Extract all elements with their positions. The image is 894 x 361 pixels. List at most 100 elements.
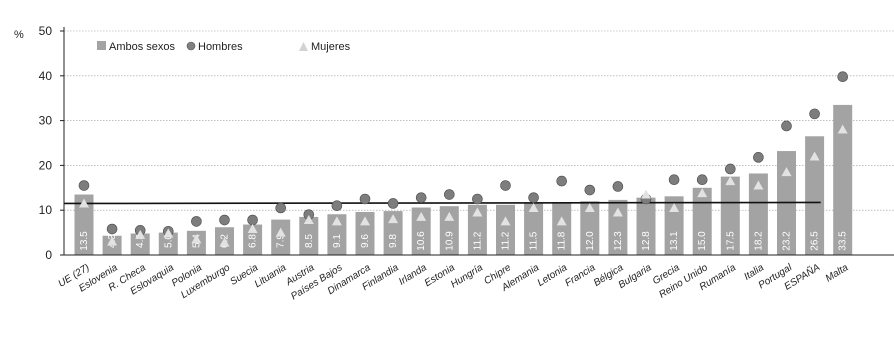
legend-label-mujeres: Mujeres	[311, 41, 351, 53]
axes	[60, 27, 894, 256]
bar	[805, 136, 825, 255]
marker-mujeres	[500, 216, 511, 226]
bar	[748, 173, 768, 255]
bar	[299, 216, 319, 255]
y-tick-labels: 0 10 20 30 40 50	[39, 24, 53, 262]
bar	[411, 207, 431, 255]
bar-value-label: 11.2	[472, 231, 483, 250]
bar-value-label: 9.8	[388, 234, 399, 248]
bar-value-label: 26.5	[810, 231, 821, 251]
category-label: Francia	[563, 262, 597, 289]
markers-hombres	[78, 71, 849, 237]
marker-hombres	[837, 71, 849, 82]
bar	[158, 232, 178, 255]
category-label: Lituania	[253, 262, 289, 290]
bar-value-label: 8.5	[304, 234, 315, 248]
legend-label-ambos-sexos: Ambos sexos	[109, 41, 176, 53]
bar-value-label: 4.8	[135, 234, 146, 248]
markers-mujeres	[79, 124, 848, 247]
bar-value-label: 23.2	[782, 231, 793, 251]
marker-hombres	[472, 193, 483, 205]
bar-value-label: 12.0	[585, 231, 596, 251]
bar-value-label: 12.8	[641, 231, 652, 251]
legend-swatch-ambos-sexos	[97, 41, 106, 50]
marker-hombres	[528, 192, 539, 203]
bar-value-label: 18.2	[753, 231, 764, 251]
marker-hombres	[753, 152, 764, 163]
marker-hombres	[219, 214, 230, 226]
bar	[496, 204, 515, 255]
marker-mujeres	[472, 207, 483, 217]
marker-hombres	[612, 181, 624, 192]
bar-value-label: 9.6	[360, 234, 371, 248]
category-label: Malta	[824, 262, 851, 285]
bars-ambos-sexos	[74, 104, 853, 255]
marker-mujeres	[416, 211, 427, 221]
marker-mujeres	[556, 216, 567, 226]
bar	[692, 187, 712, 255]
bar	[833, 104, 853, 255]
category-label: Hungría	[449, 262, 485, 290]
marker-hombres	[106, 223, 118, 235]
marker-hombres	[556, 175, 568, 187]
marker-mujeres	[781, 167, 792, 177]
marker-mujeres	[753, 180, 764, 190]
bar	[524, 203, 544, 255]
bar-value-label: 6.8	[248, 234, 259, 248]
gridlines	[64, 30, 894, 211]
bar-value-label: 9.1	[332, 234, 343, 248]
marker-mujeres	[79, 198, 89, 208]
y-tick-label: 50	[39, 24, 53, 38]
marker-hombres	[331, 200, 343, 212]
marker-hombres	[275, 202, 287, 214]
y-tick-label: 40	[39, 69, 53, 83]
bar	[467, 204, 487, 255]
bar-value-label: 12.3	[613, 231, 624, 251]
marker-hombres	[809, 108, 820, 120]
bar	[580, 201, 600, 255]
bar	[243, 224, 263, 255]
marker-hombres	[696, 174, 708, 186]
bar-value-label: 11.2	[501, 231, 512, 250]
y-tick-label: 30	[39, 114, 53, 128]
marker-hombres	[724, 163, 736, 175]
marker-hombres	[415, 192, 427, 203]
y-tick-label: 10	[39, 203, 53, 217]
bar	[130, 233, 150, 255]
marker-hombres	[191, 216, 202, 227]
marker-mujeres	[697, 188, 708, 198]
bar-value-label: 15.0	[697, 231, 708, 251]
marker-mujeres	[163, 228, 174, 238]
bar	[636, 197, 656, 255]
marker-mujeres	[612, 207, 623, 217]
bar	[439, 206, 459, 255]
y-axis-unit: %	[14, 29, 24, 41]
marker-hombres	[668, 174, 680, 186]
reference-line-segment	[63, 201, 821, 205]
marker-mujeres	[107, 236, 118, 246]
legend-swatch-mujeres	[299, 42, 308, 51]
y-tick-label: 20	[39, 158, 53, 172]
marker-mujeres	[725, 176, 736, 186]
marker-hombres	[781, 120, 792, 132]
bar	[383, 211, 403, 255]
legend-label-hombres: Hombres	[198, 41, 243, 53]
bar-value-label: 13.1	[669, 231, 680, 251]
marker-hombres	[387, 198, 399, 209]
marker-hombres	[359, 193, 371, 205]
bar	[355, 211, 375, 255]
marker-mujeres	[444, 211, 455, 221]
bar-value-label: 11.8	[557, 231, 568, 250]
marker-mujeres	[584, 202, 595, 212]
bar	[327, 214, 347, 255]
bar-value-label: 5.0	[163, 234, 174, 248]
marker-mujeres	[219, 237, 230, 247]
marker-mujeres	[191, 234, 202, 244]
marker-mujeres	[669, 202, 680, 212]
bar-value-label: 7.9	[276, 234, 287, 248]
bar-value-label: 17.5	[725, 231, 736, 251]
marker-mujeres	[303, 215, 314, 225]
category-label: Letonia	[536, 262, 570, 289]
